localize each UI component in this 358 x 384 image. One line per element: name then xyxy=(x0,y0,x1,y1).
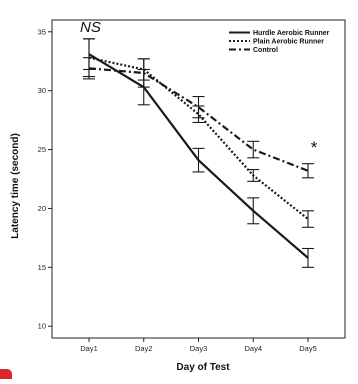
error-bar xyxy=(247,141,259,157)
error-bar xyxy=(302,248,314,267)
y-tick-label: 15 xyxy=(38,263,46,272)
y-tick-label: 10 xyxy=(38,322,46,331)
series-group xyxy=(83,39,314,267)
significance-star: * xyxy=(311,138,318,157)
error-bar xyxy=(193,148,205,172)
plot-frame xyxy=(52,20,345,338)
x-axis-title: Day of Test xyxy=(176,362,230,373)
y-tick-label: 20 xyxy=(38,204,46,213)
y-axis-title: Latency time (second) xyxy=(10,133,21,239)
series-2 xyxy=(83,39,314,227)
x-tick-label: Day3 xyxy=(190,344,208,353)
x-tick-label: Day5 xyxy=(299,344,317,353)
x-tick-label: Day2 xyxy=(135,344,153,353)
x-tick-label: Day1 xyxy=(80,344,98,353)
series-line xyxy=(89,58,308,219)
y-tick-label: 30 xyxy=(38,86,46,95)
error-bar xyxy=(247,198,259,224)
error-bar xyxy=(302,211,314,227)
error-bar xyxy=(302,164,314,178)
error-bar xyxy=(193,97,205,118)
legend-label: Plain Aerobic Runner xyxy=(253,39,324,46)
legend: Hurdle Aerobic Runner Plain Aerobic Runne… xyxy=(229,30,330,54)
y-tick-label: 35 xyxy=(38,27,46,36)
x-tick-label: Day4 xyxy=(244,344,262,353)
legend-label: Hurdle Aerobic Runner xyxy=(253,30,330,37)
ns-annotation: NS xyxy=(80,19,101,36)
corner-marker xyxy=(0,369,12,379)
error-bar xyxy=(247,170,259,182)
series-1 xyxy=(83,39,314,267)
y-tick-label: 25 xyxy=(38,145,46,154)
legend-label: Control xyxy=(253,47,278,54)
